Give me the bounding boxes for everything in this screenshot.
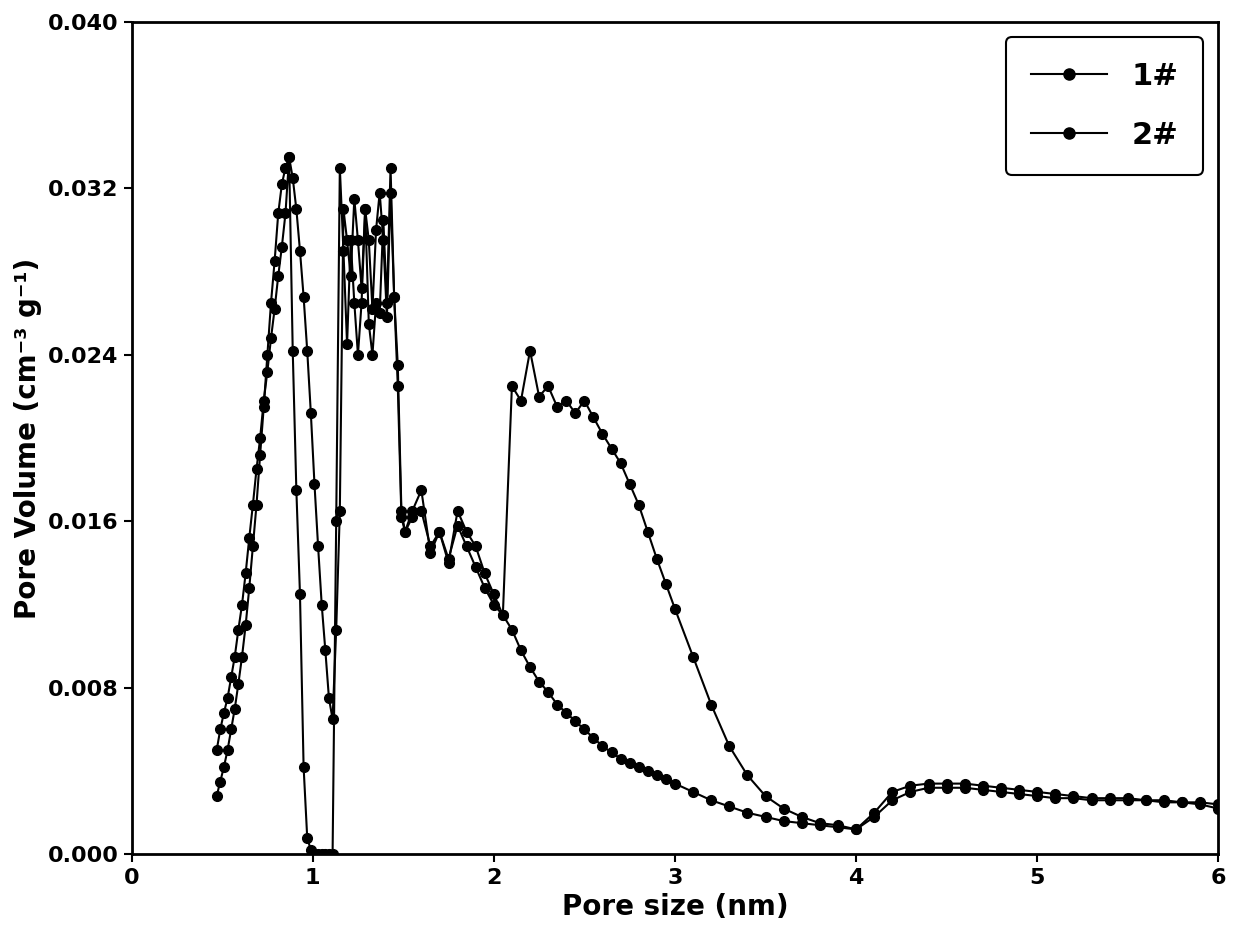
2# [1211, 798, 1226, 810]
1# [903, 786, 918, 798]
1# [1102, 795, 1117, 806]
2# [343, 270, 358, 281]
2# [1102, 793, 1117, 804]
1# [219, 693, 234, 704]
1# [308, 849, 322, 860]
2# [903, 780, 918, 791]
Y-axis label: Pore Volume (cm⁻³ g⁻¹): Pore Volume (cm⁻³ g⁻¹) [14, 257, 42, 619]
Line: 2#: 2# [212, 152, 1223, 834]
2# [210, 790, 224, 801]
2# [223, 724, 238, 735]
1# [223, 672, 238, 683]
2# [848, 824, 863, 835]
2# [722, 741, 737, 752]
2# [281, 151, 296, 163]
X-axis label: Pore size (nm): Pore size (nm) [562, 893, 789, 921]
1# [347, 297, 362, 309]
1# [210, 744, 224, 755]
Line: 1#: 1# [212, 152, 1223, 859]
1# [740, 807, 755, 818]
1# [281, 151, 296, 163]
Legend: 1#, 2#: 1#, 2# [1007, 37, 1203, 175]
1# [1211, 803, 1226, 814]
2# [219, 744, 234, 755]
